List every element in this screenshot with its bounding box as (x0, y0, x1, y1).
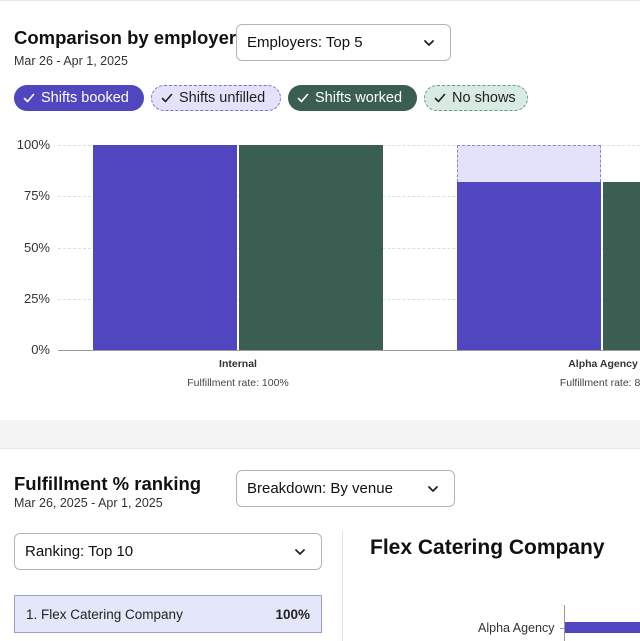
bar-shifts-booked[interactable] (93, 145, 237, 350)
legend-chip-shifts-worked[interactable]: Shifts worked (288, 85, 417, 111)
bar-shifts-unfilled[interactable] (457, 145, 601, 182)
legend-chip-shifts-unfilled[interactable]: Shifts unfilled (151, 85, 281, 111)
chip-label: Shifts unfilled (179, 90, 266, 106)
detail-bar-label: Alpha Agency (478, 621, 555, 635)
detail-axis-tick (560, 628, 564, 629)
detail-bar (565, 622, 640, 633)
ranking-select-value: Ranking: Top 10 (25, 543, 134, 560)
section-separator (0, 420, 640, 449)
x-axis-line (58, 350, 640, 351)
employer-comparison-card: Comparison by employer Mar 26 - Apr 1, 2… (0, 0, 640, 421)
x-category-subtitle: Fulfillment rate: 100% (187, 377, 289, 389)
section-title: Comparison by employer (14, 27, 237, 48)
legend-chip-no-shows[interactable]: No shows (424, 85, 528, 111)
chevron-down-icon (428, 485, 438, 492)
ranking-select[interactable]: Ranking: Top 10 (14, 533, 322, 570)
bar-shifts-worked[interactable] (603, 181, 640, 350)
y-tick-label: 75% (23, 188, 50, 203)
date-range: Mar 26, 2025 - Apr 1, 2025 (14, 496, 163, 510)
bar-shifts-worked[interactable] (239, 145, 383, 350)
ranking-list-item[interactable]: 1. Flex Catering Company 100% (14, 595, 322, 633)
check-icon (434, 93, 446, 103)
breakdown-select-value: Breakdown: By venue (247, 480, 393, 497)
bar-shifts-booked[interactable] (457, 181, 601, 350)
x-category-label: Internal (219, 358, 257, 370)
y-tick-label: 100% (16, 137, 50, 152)
check-icon (23, 93, 35, 103)
x-category-subtitle: Fulfillment rate: 82 (559, 377, 640, 389)
detail-axis-line (564, 605, 565, 641)
ranking-item-value: 100% (275, 606, 310, 622)
employers-select-value: Employers: Top 5 (247, 34, 363, 51)
check-icon (161, 93, 173, 103)
section-title: Fulfillment % ranking (14, 473, 202, 494)
chevron-down-icon (295, 548, 305, 555)
panel-divider (342, 531, 343, 641)
x-category-label: Alpha Agency (568, 358, 638, 370)
y-tick-label: 0% (31, 342, 50, 357)
chip-label: No shows (452, 90, 516, 106)
chip-label: Shifts worked (315, 90, 403, 106)
breakdown-select[interactable]: Breakdown: By venue (236, 470, 455, 507)
chevron-down-icon (424, 39, 434, 46)
employers-select[interactable]: Employers: Top 5 (236, 24, 451, 61)
date-range: Mar 26 - Apr 1, 2025 (14, 54, 128, 68)
y-tick-label: 25% (23, 291, 50, 306)
ranking-item-label: 1. Flex Catering Company (26, 606, 183, 622)
check-icon (297, 93, 309, 103)
detail-title: Flex Catering Company (370, 536, 605, 559)
chip-label: Shifts booked (41, 90, 129, 106)
y-tick-label: 50% (23, 240, 50, 255)
legend-chip-shifts-booked[interactable]: Shifts booked (14, 85, 144, 111)
